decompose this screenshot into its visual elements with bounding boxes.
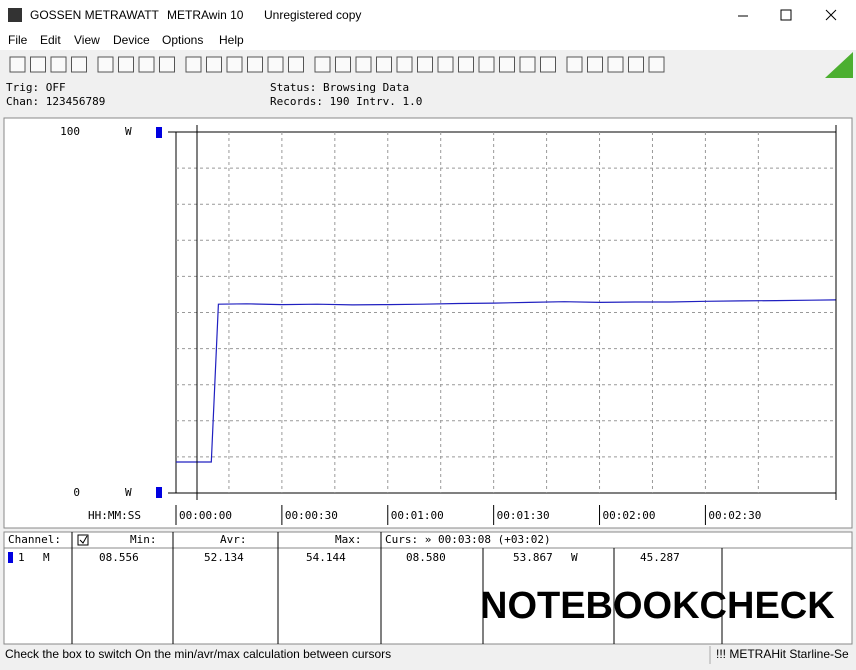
menu-item[interactable]: Options [162,33,203,47]
channel-marker [8,552,13,563]
menu-item[interactable]: Device [113,33,150,47]
x-tick-label: 00:02:30 [708,509,761,522]
menu-item[interactable]: View [74,33,100,47]
toolbar-button[interactable] [71,56,87,73]
table-header: Avr: [220,533,247,546]
maximize[interactable] [780,9,792,21]
toolbar-button[interactable] [206,56,222,73]
toolbar-button[interactable] [30,56,46,73]
toolbar-button[interactable] [417,56,433,73]
menu-item[interactable]: File [8,33,28,47]
toolbar-button[interactable] [226,56,243,73]
toolbar-button[interactable] [396,56,413,73]
chart-panel [3,117,853,529]
toolbar-button[interactable] [478,56,495,73]
toolbar-button[interactable] [376,56,392,73]
table-cell: W [571,551,578,564]
y-unit: W [125,125,132,138]
x-axis-label: HH:MM:SS [88,509,141,522]
status-bar [0,645,856,665]
device-name: !!! METRAHit Starline-Se [716,647,849,661]
x-tick-label: 00:02:00 [603,509,656,522]
toolbar-button[interactable] [335,56,351,73]
table-cell: 08.556 [99,551,139,564]
toolbar-button[interactable] [50,56,67,73]
menu-item[interactable]: Help [219,33,244,47]
title-bar [0,0,856,32]
toolbar-button[interactable] [159,56,175,73]
table-cell: 54.144 [306,551,346,564]
status-indicator [825,52,853,78]
window-title: METRAwin 10 [167,8,244,22]
menu-bar [0,32,856,50]
stats-table [3,531,853,645]
y-max-marker [156,127,162,138]
table-header: Min: [130,533,157,546]
toolbar-button[interactable] [314,56,331,73]
y-tick-label: 0 [73,486,80,499]
x-tick-label: 00:00:00 [179,509,232,522]
trig: Trig: OFF [6,81,66,94]
table-cell: 08.580 [406,551,446,564]
toolbar-button[interactable] [118,56,134,73]
y-unit: W [125,486,132,499]
toolbar-button[interactable] [9,56,26,73]
table-header: Max: [335,533,362,546]
toolbar-button[interactable] [540,56,556,73]
table-cell: 1 [18,551,25,564]
x-tick-label: 00:01:00 [391,509,444,522]
data-line [176,299,837,463]
toolbar-button[interactable] [138,56,155,73]
table-header: Channel: [8,533,61,546]
toolbar-button[interactable] [607,56,624,73]
menu-item[interactable]: Edit [40,33,61,47]
toolbar-button[interactable] [355,56,372,73]
toolbar-button[interactable] [185,56,202,73]
checkbox-tick [79,535,88,544]
app-icon [8,8,22,22]
x-tick-label: 00:01:30 [497,509,550,522]
status-message: Check the box to switch On the min/avr/m… [5,647,391,661]
y-tick-label: 100 [60,125,80,138]
table-cell: M [43,551,50,564]
toolbar-button[interactable] [519,56,536,73]
minmax-checkbox[interactable] [77,534,89,546]
toolbar-button[interactable] [247,56,263,73]
records: Records: 190 Intrv. 1.0 [270,95,422,108]
y-min-marker [156,487,162,498]
toolbar-button[interactable] [628,56,644,73]
toolbar-button[interactable] [458,56,474,73]
status: Status: Browsing Data [270,81,409,94]
toolbar-button[interactable] [587,56,603,73]
toolbar-button[interactable] [288,56,304,73]
app-name: GOSSEN METRAWATT [30,8,160,22]
toolbar-button[interactable] [499,56,515,73]
toolbar-button[interactable] [648,56,665,73]
table-cell: 52.134 [204,551,244,564]
toolbar-button[interactable] [437,56,454,73]
table-header: Curs: » 00:03:08 (+03:02) [385,533,551,546]
table-cell: 45.287 [640,551,680,564]
toolbar-button[interactable] [97,56,114,73]
toolbar-button[interactable] [566,56,583,73]
chan: Chan: 123456789 [6,95,105,108]
close[interactable] [825,9,837,21]
watermark: NOTEBOOKCHECK [480,585,835,627]
toolbar-button[interactable] [267,56,284,73]
x-tick-label: 00:00:30 [285,509,338,522]
license: Unregistered copy [264,8,361,22]
table-cell: 53.867 [513,551,553,564]
